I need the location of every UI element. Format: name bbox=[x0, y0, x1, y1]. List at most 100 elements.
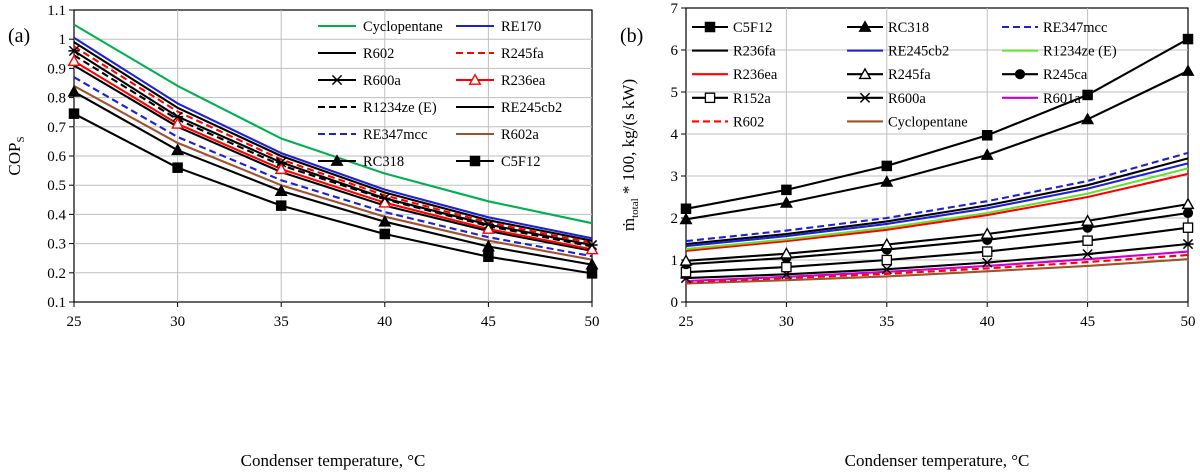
y-tick-label: 1.1 bbox=[47, 3, 66, 19]
data-point-marker bbox=[1182, 33, 1194, 45]
data-point-marker bbox=[981, 130, 993, 141]
legend-marker bbox=[330, 154, 344, 166]
plot-area bbox=[685, 7, 1189, 303]
legend-marker bbox=[331, 74, 343, 86]
x-tick-label: 25 bbox=[679, 314, 694, 330]
series-line bbox=[73, 64, 593, 252]
y-axis-title-subscript: total bbox=[629, 198, 641, 218]
legend-item: R152a bbox=[692, 91, 771, 107]
data-point-marker bbox=[171, 117, 185, 129]
legend-label: RE245cb2 bbox=[501, 100, 562, 116]
data-point-marker bbox=[481, 222, 495, 234]
data-point-marker bbox=[585, 242, 599, 255]
data-point-marker bbox=[781, 184, 792, 196]
y-tick-label: 1 bbox=[671, 253, 679, 269]
legend-item: R600a bbox=[847, 91, 926, 107]
legend-item: RE347mcc bbox=[318, 127, 427, 143]
series-line bbox=[73, 90, 593, 266]
y-axis-title-main: COP bbox=[5, 143, 24, 176]
series-line bbox=[685, 172, 1189, 252]
data-point-marker bbox=[275, 200, 287, 211]
legend-marker bbox=[858, 67, 872, 80]
series-line bbox=[685, 38, 1189, 210]
legend-label: R245fa bbox=[888, 67, 931, 83]
legend: Cyclopentane RE170 R602 R245fa R600a R236ea R1… bbox=[318, 19, 562, 170]
legend-item: R602 bbox=[692, 114, 764, 130]
data-point-marker bbox=[679, 212, 693, 225]
legend-label: R600a bbox=[888, 91, 926, 107]
series-line bbox=[73, 50, 593, 247]
legend-item: Cyclopentane bbox=[318, 19, 443, 35]
series-line bbox=[685, 242, 1189, 280]
series-line bbox=[73, 84, 593, 261]
legend-label: RE347mcc bbox=[363, 127, 427, 143]
series-line bbox=[73, 45, 593, 245]
panel-label: (b) bbox=[620, 25, 643, 47]
legend-label: C5F12 bbox=[501, 154, 541, 170]
legend-label: RE245cb2 bbox=[888, 44, 949, 60]
x-tick-label: 30 bbox=[779, 314, 794, 330]
series-markers bbox=[679, 33, 1195, 284]
data-point-marker bbox=[1182, 222, 1194, 233]
data-point-marker bbox=[881, 160, 893, 172]
series-line bbox=[685, 167, 1189, 251]
data-point-marker bbox=[378, 214, 392, 227]
legend-item: RE245cb2 bbox=[847, 44, 949, 60]
data-point-marker bbox=[1181, 64, 1195, 76]
y-tick-label: 2 bbox=[671, 211, 679, 227]
x-tick-label: 45 bbox=[481, 314, 496, 330]
legend-label: R1234ze (E) bbox=[1043, 44, 1117, 60]
y-tick-label: 0.8 bbox=[47, 91, 66, 107]
data-point-marker bbox=[275, 157, 287, 168]
y-axis-title-rest: * 100, kg/(s kW) bbox=[619, 79, 638, 198]
legend-item: R600a bbox=[318, 73, 401, 89]
series-line bbox=[685, 162, 1189, 248]
x-tick-label: 50 bbox=[1181, 314, 1196, 330]
series-lines bbox=[685, 38, 1189, 285]
y-tick-label: 0.7 bbox=[47, 120, 66, 136]
data-point-marker bbox=[1182, 238, 1194, 250]
series-line bbox=[685, 211, 1189, 266]
legend-item: RE170 bbox=[456, 19, 541, 35]
legend-marker bbox=[859, 92, 871, 103]
x-tick-label: 40 bbox=[980, 314, 995, 330]
legend-marker bbox=[858, 20, 872, 32]
data-point-marker bbox=[880, 175, 894, 187]
legend-label: RE170 bbox=[501, 19, 541, 35]
x-tick-label: 40 bbox=[377, 314, 392, 330]
data-point-marker bbox=[779, 246, 793, 259]
legend-marker bbox=[704, 21, 716, 33]
legend-label: R600a bbox=[363, 73, 401, 89]
legend-item: R1234ze (E) bbox=[318, 100, 437, 116]
y-tick-label: 0.3 bbox=[47, 237, 66, 253]
panel-label: (a) bbox=[8, 25, 30, 47]
data-point-marker bbox=[1081, 214, 1095, 226]
data-point-marker bbox=[1082, 235, 1093, 246]
y-tick-label: 0.2 bbox=[47, 266, 66, 282]
y-tick-label: 1 bbox=[59, 32, 67, 48]
x-tick-label: 35 bbox=[879, 314, 894, 330]
data-point-marker bbox=[1082, 89, 1093, 101]
legend-item: RC318 bbox=[847, 20, 929, 36]
series-line bbox=[73, 54, 593, 248]
legend-label: RE347mcc bbox=[1043, 20, 1107, 36]
y-axis-title: ṁtotal * 100, kg/(s kW) bbox=[619, 79, 641, 231]
data-point-marker bbox=[274, 184, 288, 196]
x-axis-title: Condenser temperature, °C bbox=[241, 451, 426, 470]
legend-label: R152a bbox=[733, 91, 771, 107]
legend-item: RE245cb2 bbox=[456, 100, 562, 116]
series-line bbox=[73, 36, 593, 240]
legend-item: R245ca bbox=[1002, 67, 1088, 83]
data-point-marker bbox=[1182, 207, 1194, 219]
legend-label: Cyclopentane bbox=[363, 19, 443, 35]
y-axis-title-main: ṁ bbox=[619, 218, 638, 231]
legend-label: RC318 bbox=[363, 154, 404, 170]
y-axis-title: COPS bbox=[5, 136, 27, 175]
x-axis-title: Condenser temperature, °C bbox=[845, 451, 1030, 470]
y-tick-label: 3 bbox=[671, 169, 679, 185]
series-line bbox=[73, 60, 593, 251]
